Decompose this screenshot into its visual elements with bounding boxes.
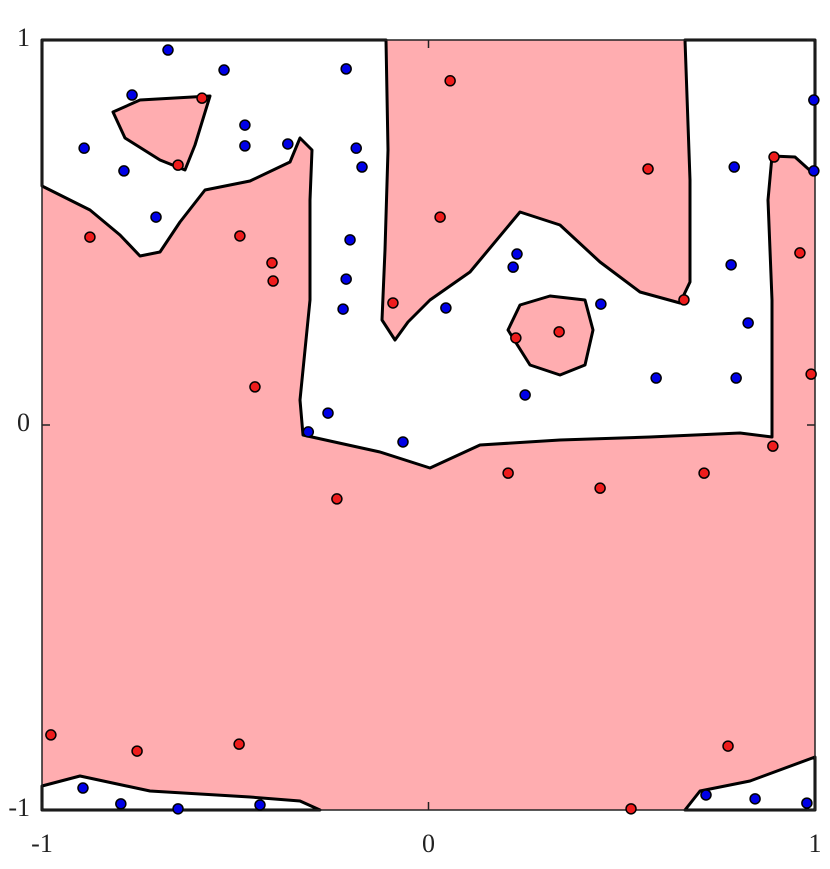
point: [340, 63, 352, 75]
point: [172, 803, 184, 815]
point: [768, 151, 780, 163]
point: [126, 89, 138, 101]
point: [728, 161, 740, 173]
point: [519, 389, 531, 401]
region: [40, 38, 817, 470]
x-tick-label: 1: [809, 829, 822, 858]
y-tick-label: 0: [17, 408, 30, 437]
y-tick-label: -1: [8, 793, 30, 822]
point: [698, 467, 710, 479]
point: [302, 426, 315, 438]
point: [233, 738, 245, 750]
point: [725, 259, 737, 271]
point: [625, 803, 637, 815]
point: [794, 247, 806, 259]
point: [239, 140, 251, 152]
point: [150, 211, 162, 223]
point: [162, 44, 174, 56]
point: [267, 275, 279, 287]
point: [282, 138, 294, 150]
point: [808, 94, 820, 106]
point: [808, 165, 820, 177]
point: [742, 317, 754, 329]
point: [172, 159, 184, 171]
point: [650, 372, 662, 384]
point: [340, 273, 352, 285]
point: [77, 782, 89, 794]
point: [234, 230, 246, 242]
point: [356, 161, 368, 173]
point: [196, 92, 208, 104]
point: [266, 257, 278, 269]
point: [239, 119, 251, 131]
point: [84, 231, 96, 243]
point: [553, 326, 565, 338]
point: [218, 64, 230, 76]
point: [678, 294, 690, 306]
point: [511, 248, 523, 260]
point: [115, 798, 127, 810]
point: [337, 303, 349, 315]
point: [507, 261, 519, 273]
point: [510, 332, 522, 344]
point: [444, 75, 456, 87]
point: [805, 368, 817, 380]
point: [131, 745, 143, 757]
point: [700, 789, 712, 801]
point: [801, 797, 813, 809]
point: [78, 142, 90, 154]
region: [111, 94, 212, 172]
x-tick-label: -1: [31, 829, 53, 858]
point: [722, 740, 734, 752]
x-tick-label: 0: [422, 829, 435, 858]
region: [40, 774, 322, 812]
point: [118, 165, 130, 177]
point: [249, 381, 261, 393]
point: [322, 407, 334, 419]
point: [749, 793, 761, 805]
point: [45, 729, 57, 741]
point: [387, 297, 399, 309]
point: [350, 142, 362, 154]
point: [397, 436, 409, 448]
point: [440, 302, 452, 314]
point: [502, 467, 514, 479]
point: [344, 234, 356, 246]
point: [730, 372, 742, 384]
point: [642, 163, 654, 175]
y-tick-label: 1: [17, 23, 30, 52]
point: [331, 493, 343, 505]
region: [506, 294, 595, 377]
point: [254, 799, 266, 811]
point: [595, 298, 607, 310]
point: [594, 482, 606, 494]
point: [767, 440, 779, 452]
point: [434, 211, 446, 223]
